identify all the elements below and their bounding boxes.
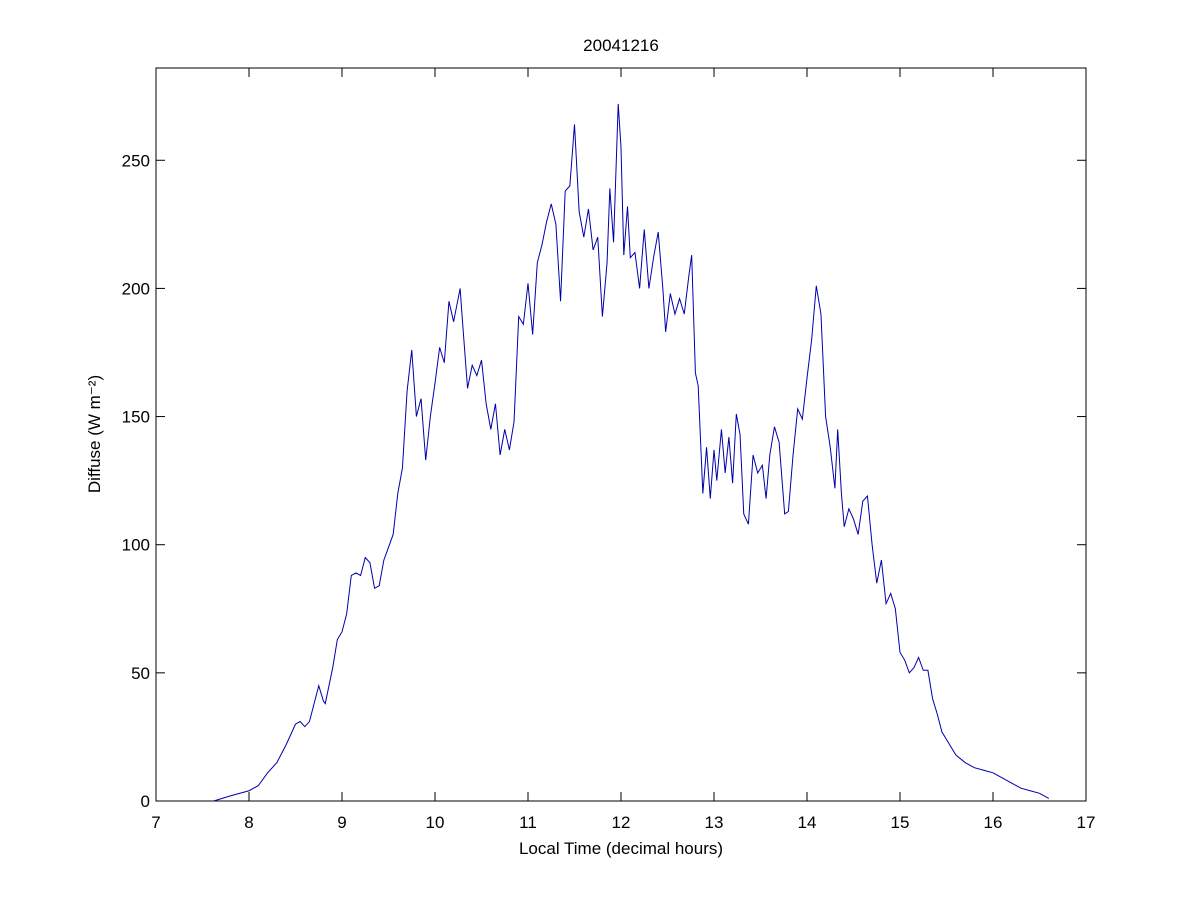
plot-area (155, 67, 1087, 802)
y-tick-label: 100 (122, 536, 150, 555)
y-tick-label: 200 (122, 279, 150, 298)
x-tick-label: 13 (705, 813, 724, 832)
x-tick-label: 16 (984, 813, 1003, 832)
x-tick-label: 14 (798, 813, 817, 832)
chart-title: 20041216 (583, 36, 659, 55)
x-axis-label: Local Time (decimal hours) (519, 839, 723, 858)
y-tick-label: 50 (131, 664, 150, 683)
x-tick-label: 11 (519, 813, 537, 832)
y-tick-label: 150 (122, 408, 150, 427)
x-tick-label: 7 (151, 813, 160, 832)
y-tick-label: 0 (141, 792, 150, 811)
x-tick-label: 17 (1077, 813, 1096, 832)
y-tick-label: 250 (122, 151, 150, 170)
data-line (213, 103, 1050, 802)
x-tick-label: 12 (612, 813, 631, 832)
x-tick-label: 9 (337, 813, 346, 832)
x-tick-label: 10 (426, 813, 445, 832)
x-tick-label: 15 (891, 813, 910, 832)
x-tick-label: 8 (244, 813, 253, 832)
y-axis-label: Diffuse (W m⁻²) (85, 375, 104, 493)
